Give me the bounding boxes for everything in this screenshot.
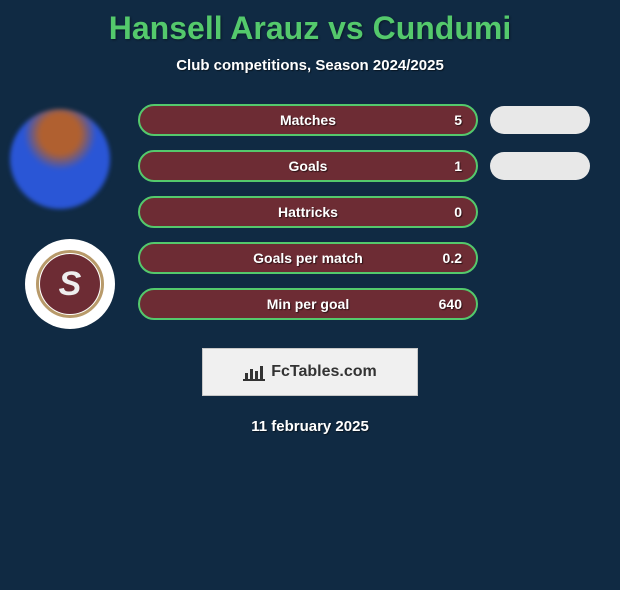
comparison-title: Hansell Arauz vs Cundumi	[0, 10, 620, 47]
stat-pill-matches: Matches 5	[138, 104, 478, 136]
club-logo: S	[25, 239, 115, 329]
stat-label: Min per goal	[267, 296, 349, 312]
opponent-pill	[490, 106, 590, 134]
stat-row: Goals 1	[138, 150, 610, 182]
snapshot-date: 11 february 2025	[0, 418, 620, 435]
stat-row: Goals per match 0.2	[138, 242, 610, 274]
season-subtitle: Club competitions, Season 2024/2025	[0, 57, 620, 74]
comparison-content: S Matches 5 Goals 1 Hattricks 0 Goa	[0, 104, 620, 320]
stat-label: Hattricks	[278, 204, 338, 220]
player-avatar	[10, 109, 110, 209]
stat-value: 0.2	[443, 250, 462, 266]
stat-value: 0	[454, 204, 462, 220]
stat-value: 640	[439, 296, 462, 312]
brand-text: FcTables.com	[271, 363, 377, 381]
stat-pill-gpm: Goals per match 0.2	[138, 242, 478, 274]
stat-value: 1	[454, 158, 462, 174]
stat-row: Hattricks 0	[138, 196, 610, 228]
stat-row: Min per goal 640	[138, 288, 610, 320]
brand-badge: FcTables.com	[202, 348, 418, 396]
opponent-pill	[490, 152, 590, 180]
stat-value: 5	[454, 112, 462, 128]
stat-pill-hattricks: Hattricks 0	[138, 196, 478, 228]
stat-label: Matches	[280, 112, 336, 128]
stat-label: Goals	[289, 158, 328, 174]
club-logo-letter: S	[40, 254, 100, 314]
stat-pill-mpg: Min per goal 640	[138, 288, 478, 320]
stat-row: Matches 5	[138, 104, 610, 136]
stat-label: Goals per match	[253, 250, 363, 266]
bar-chart-icon	[243, 363, 265, 381]
stat-pill-goals: Goals 1	[138, 150, 478, 182]
stat-rows: Matches 5 Goals 1 Hattricks 0 Goals per …	[138, 104, 610, 320]
